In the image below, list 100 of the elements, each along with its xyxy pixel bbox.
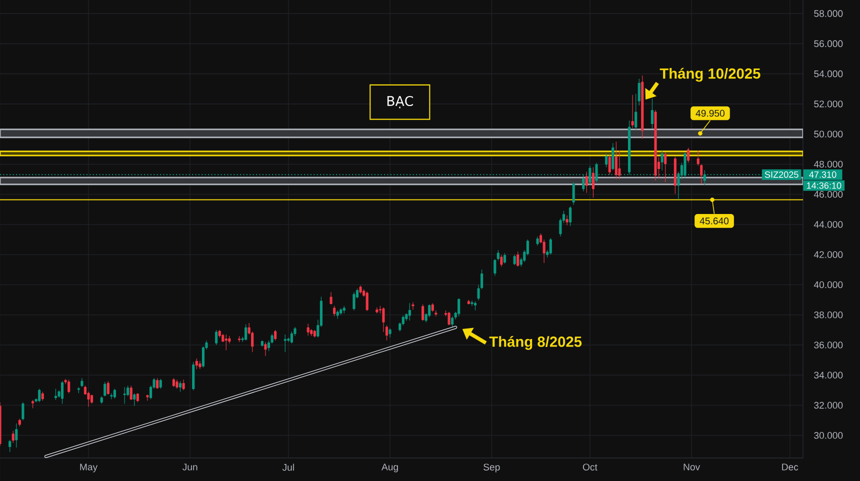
candlestick (238, 336, 241, 342)
candlestick (412, 302, 414, 310)
candlestick (159, 378, 162, 389)
candlestick (614, 141, 618, 180)
x-tick-label: Dec (782, 464, 798, 470)
candlestick (136, 392, 139, 403)
candlestick (264, 342, 267, 356)
annotation: Tháng 8/2025 (489, 336, 582, 350)
candlestick (195, 358, 198, 370)
candlestick (664, 152, 667, 182)
candlestick (434, 310, 438, 317)
text: 14:36:10 (806, 182, 842, 189)
candlestick (451, 316, 454, 328)
candlestick (513, 254, 516, 266)
candlestick (38, 388, 41, 403)
candlestick (376, 307, 378, 314)
candlestick (123, 386, 126, 404)
y-tick-label: 40.000 (814, 281, 843, 288)
candlestick (32, 400, 34, 409)
candlestick (100, 396, 103, 404)
x-tick-label: Aug (382, 464, 398, 472)
candlestick (104, 382, 106, 397)
candlestick (110, 392, 113, 400)
candlestick (130, 385, 132, 400)
y-tick-label: 36.000 (814, 342, 843, 348)
candlestick (192, 362, 195, 390)
candlestick (503, 252, 506, 264)
candlestick (569, 206, 572, 226)
candlestick (340, 308, 342, 316)
candlestick (244, 324, 248, 341)
candlestick (146, 394, 149, 402)
candlestick (496, 250, 500, 261)
x-tick-label: Sep (484, 464, 500, 472)
candlestick (470, 300, 474, 306)
candlestick (388, 328, 392, 338)
y-tick-label: 48.000 (814, 160, 843, 168)
candlestick (500, 254, 503, 267)
x-tick-label: Oct (582, 464, 598, 470)
candlestick (605, 153, 608, 168)
candlestick (90, 394, 94, 404)
y-tick-label: 32.000 (814, 402, 843, 409)
x-tick-label: Jul (282, 464, 294, 471)
text: SIZ2025 (764, 171, 798, 178)
y-tick-label: 34.000 (814, 372, 843, 379)
candlestick (588, 165, 592, 186)
candlestick (674, 156, 676, 194)
candlestick (198, 360, 202, 370)
band-label: 49.950 (696, 110, 725, 117)
candlestick (422, 304, 424, 322)
candlestick (650, 98, 654, 130)
candlestick (687, 147, 690, 164)
y-tick-label: 56.000 (814, 40, 843, 48)
candlestick (536, 236, 539, 246)
x-tick-label: May (80, 464, 98, 472)
candlestick (8, 440, 12, 452)
candlestick (641, 75, 644, 140)
candlestick (572, 182, 575, 206)
annotation: Tháng 10/2025 (660, 68, 760, 82)
y-tick-label: 58.000 (814, 10, 843, 17)
x-tick-label: Jun (182, 464, 198, 470)
candlestick (330, 292, 332, 305)
text: BẠC (387, 96, 413, 108)
candlestick (176, 379, 178, 389)
candlestick (18, 418, 21, 427)
candlestick (467, 300, 470, 305)
candlestick (178, 380, 182, 392)
candlestick (12, 430, 14, 444)
y-tick-label: 44.000 (814, 221, 843, 228)
candlestick (660, 150, 664, 171)
candlestick (566, 215, 568, 226)
candlestick (516, 251, 520, 267)
candlestick (182, 379, 185, 390)
candlestick (15, 423, 18, 448)
y-tick-label: 30.000 (814, 432, 843, 439)
candlestick (106, 380, 110, 396)
candlestick (474, 301, 477, 311)
candlestick (631, 94, 634, 128)
candlestick (431, 302, 434, 312)
ref-line-label: 47.310 (809, 171, 836, 178)
candlestick (260, 340, 264, 347)
candlestick (284, 334, 286, 352)
candlestick (359, 285, 362, 294)
candlestick (274, 330, 277, 341)
candlestick (68, 379, 70, 394)
candlestick (700, 164, 703, 184)
candlestick (80, 378, 84, 388)
candlestick (494, 258, 496, 276)
candlestick (156, 378, 159, 389)
candlestick (696, 150, 700, 166)
candlestick (333, 306, 336, 317)
ref-line-label: 45.640 (700, 218, 729, 224)
candlestick (77, 386, 80, 394)
candlestick (172, 378, 175, 388)
candlestick (133, 392, 136, 406)
candlestick (448, 312, 450, 326)
candlestick (612, 142, 614, 171)
candlestick (215, 330, 218, 346)
candlestick (549, 238, 552, 255)
candlestick (608, 154, 611, 176)
candlestick (366, 291, 368, 312)
